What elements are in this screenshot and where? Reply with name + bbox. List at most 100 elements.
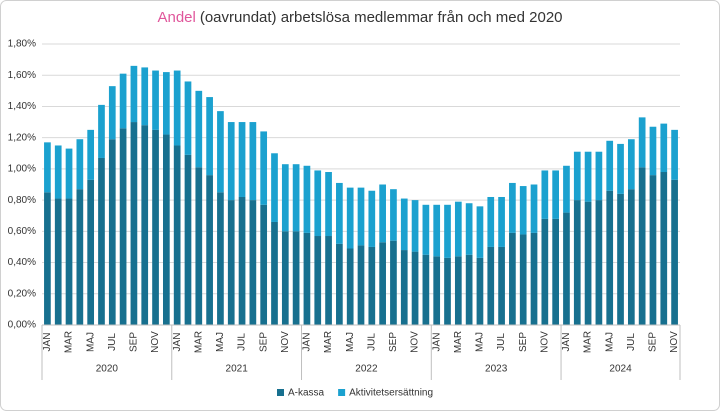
bar-segment bbox=[271, 221, 278, 325]
bar-segment bbox=[606, 190, 614, 325]
x-tick-label: JUL bbox=[626, 333, 637, 351]
bar-segment bbox=[411, 251, 419, 325]
bar-segment bbox=[454, 256, 462, 325]
bar-segment bbox=[433, 256, 441, 325]
bar-segment bbox=[368, 190, 376, 247]
bar-segment bbox=[368, 246, 376, 325]
bar-segment bbox=[217, 111, 224, 193]
legend-label: Aktivitetsersättning bbox=[349, 388, 433, 399]
legend-swatch bbox=[277, 389, 284, 396]
bar-segment bbox=[303, 165, 311, 233]
bar-segment bbox=[541, 170, 549, 219]
x-tick-label: MAR bbox=[64, 331, 75, 353]
y-tick-label: 1,60% bbox=[8, 70, 36, 81]
bar-segment bbox=[519, 234, 527, 325]
bar-segment bbox=[44, 192, 51, 325]
bar-segment bbox=[141, 125, 149, 325]
x-tick-label: MAR bbox=[323, 331, 334, 353]
bar-segment bbox=[379, 242, 386, 325]
group-label: 2022 bbox=[355, 364, 378, 375]
x-tick-label: MAJ bbox=[85, 332, 96, 352]
bar-segment bbox=[346, 248, 354, 325]
bar-segment bbox=[152, 129, 159, 325]
y-tick-label: 0,60% bbox=[8, 226, 36, 237]
x-tick-label: SEP bbox=[129, 332, 140, 352]
bar-segment bbox=[119, 73, 127, 129]
bar-segment bbox=[400, 198, 408, 251]
bar-segment bbox=[595, 200, 603, 325]
bar-segment bbox=[552, 218, 559, 325]
x-tick-label: JAN bbox=[431, 333, 442, 352]
x-tick-label: SEP bbox=[258, 332, 269, 352]
bar-segment bbox=[336, 243, 343, 325]
y-tick-label: 0,20% bbox=[8, 288, 36, 299]
bar-segment bbox=[638, 117, 646, 168]
bar-segment bbox=[206, 175, 213, 325]
bar-segment bbox=[573, 151, 581, 201]
bar-segment bbox=[54, 198, 62, 325]
bar-segment bbox=[281, 164, 289, 232]
title-highlight: Andel bbox=[157, 9, 195, 26]
x-tick-label: MAJ bbox=[215, 332, 226, 352]
y-tick-label: 1,00% bbox=[8, 164, 36, 175]
bar-segment bbox=[325, 172, 332, 237]
bar-segment bbox=[400, 250, 408, 325]
x-tick-label: NOV bbox=[150, 331, 161, 353]
bar-segment bbox=[249, 122, 257, 201]
x-tick-label: MAJ bbox=[604, 332, 615, 352]
bar-segment bbox=[487, 246, 495, 325]
bar-segment bbox=[422, 254, 430, 325]
bar-segment bbox=[519, 186, 527, 235]
bar-segment bbox=[65, 148, 73, 199]
bar-segment bbox=[584, 151, 592, 202]
bar-segment bbox=[454, 201, 462, 257]
x-tick-label: SEP bbox=[518, 332, 529, 352]
x-tick-label: MAR bbox=[453, 331, 464, 353]
x-tick-label: NOV bbox=[280, 331, 291, 353]
y-tick-label: 0,40% bbox=[8, 257, 36, 268]
bar-segment bbox=[476, 206, 484, 258]
bar-segment bbox=[271, 153, 278, 222]
bar-segment bbox=[379, 184, 386, 243]
x-tick-label: JAN bbox=[561, 333, 572, 352]
x-tick-label: NOV bbox=[410, 331, 421, 353]
bar-segment bbox=[227, 122, 235, 201]
bar-segment bbox=[173, 70, 181, 146]
bar-segment bbox=[660, 172, 668, 325]
bar-segment bbox=[130, 65, 138, 123]
y-tick-label: 0,80% bbox=[8, 195, 36, 206]
bar-segment bbox=[552, 170, 559, 219]
bar-segment bbox=[595, 151, 603, 201]
bar-segment bbox=[76, 189, 84, 325]
x-tick-label: MAJ bbox=[345, 332, 356, 352]
bar-segment bbox=[76, 139, 84, 190]
bar-segment bbox=[227, 200, 235, 325]
x-tick-label: JAN bbox=[302, 333, 313, 352]
bar-segment bbox=[617, 143, 624, 194]
bar-segment bbox=[606, 140, 614, 191]
bar-segment bbox=[281, 231, 289, 325]
bar-segment bbox=[627, 189, 635, 325]
bar-segment bbox=[163, 134, 170, 325]
bar-segment bbox=[411, 200, 419, 252]
bar-segment bbox=[476, 257, 484, 325]
bar-segment bbox=[108, 139, 116, 325]
bar-segment bbox=[336, 182, 343, 244]
bar-segment bbox=[303, 232, 311, 325]
bar-segment bbox=[541, 218, 549, 325]
bar-segment bbox=[195, 90, 203, 168]
x-tick-label: SEP bbox=[388, 332, 399, 352]
bar-segment bbox=[130, 122, 138, 325]
bar-segment bbox=[292, 164, 300, 232]
bar-segment bbox=[584, 201, 592, 325]
x-tick-label: NOV bbox=[539, 331, 550, 353]
bar-segment bbox=[660, 123, 668, 173]
bar-segment bbox=[108, 86, 116, 140]
bar-segment bbox=[433, 204, 441, 257]
y-tick-label: 1,80% bbox=[8, 39, 36, 50]
bar-segment bbox=[195, 167, 203, 325]
x-tick-label: JAN bbox=[42, 333, 53, 352]
bar-segment bbox=[563, 165, 570, 213]
bar-segment bbox=[357, 187, 365, 246]
